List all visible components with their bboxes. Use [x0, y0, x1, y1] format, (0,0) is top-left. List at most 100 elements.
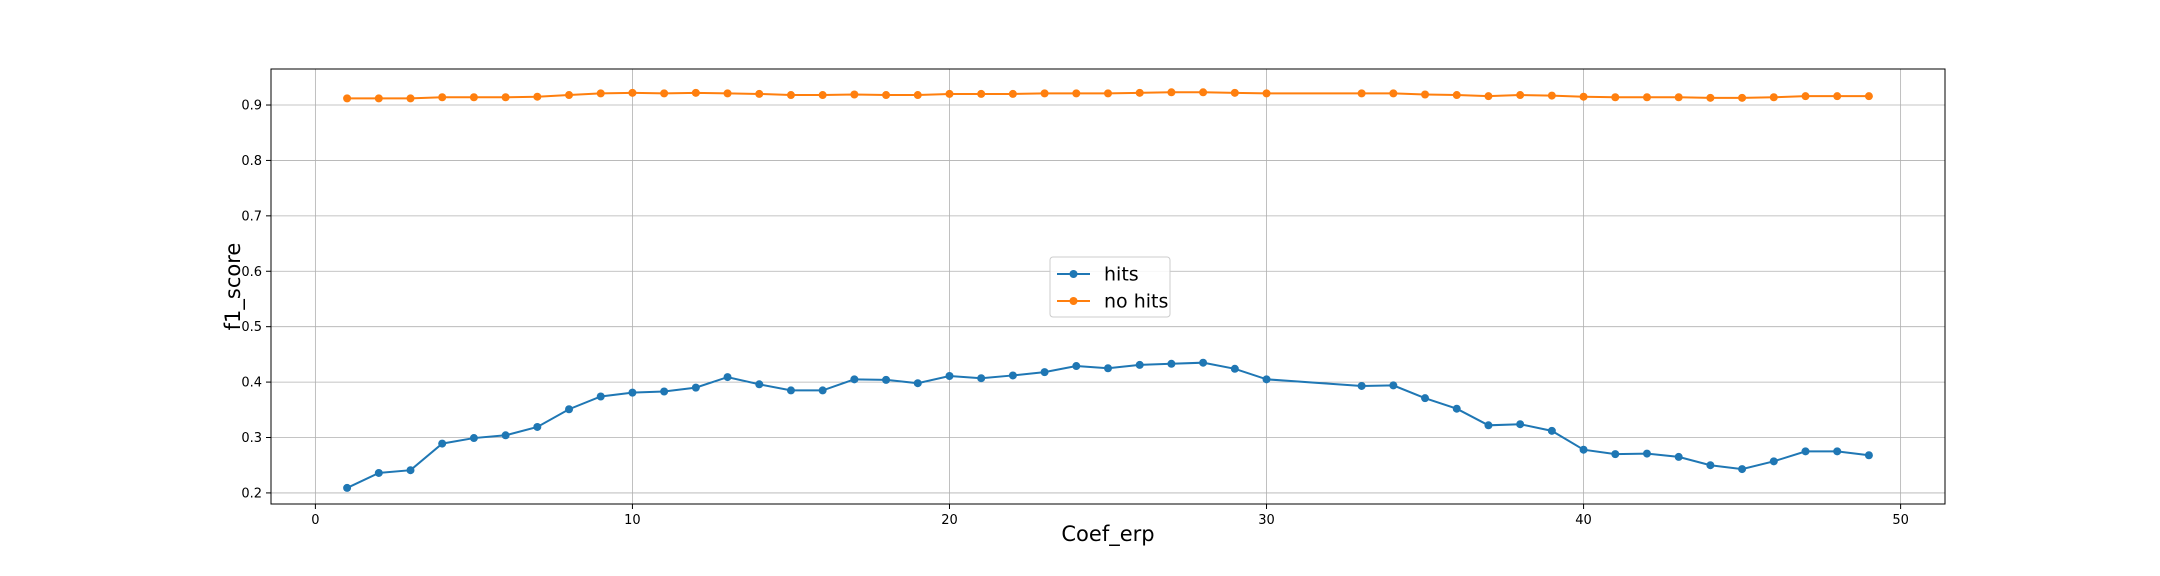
data-point: [755, 380, 764, 389]
data-point: [660, 387, 669, 396]
data-point: [1104, 89, 1112, 98]
y-tick-label: 0.5: [241, 320, 262, 335]
data-point: [1706, 93, 1715, 102]
data-point: [1072, 89, 1081, 98]
data-point: [1040, 368, 1049, 377]
data-point: [818, 386, 827, 395]
data-point: [1230, 364, 1239, 373]
data-point: [1864, 92, 1873, 101]
plot-frame: [270, 68, 1946, 505]
data-point: [533, 422, 542, 431]
data-point: [1199, 358, 1208, 367]
data-point: [1072, 362, 1081, 371]
data-point: [1547, 426, 1556, 435]
data-point: [1769, 457, 1778, 466]
data-point: [945, 89, 954, 98]
y-tick-label: 0.2: [241, 486, 262, 501]
data-point: [945, 371, 954, 380]
data-point: [1421, 90, 1430, 99]
data-point: [1389, 89, 1398, 98]
data-point: [1801, 447, 1810, 456]
y-tick-label: 0.6: [241, 265, 262, 280]
data-point: [1008, 89, 1017, 98]
data-point: [1008, 371, 1017, 380]
series-hits: [343, 358, 1873, 492]
data-point: [786, 386, 795, 395]
data-point: [1167, 359, 1176, 368]
data-point: [565, 91, 574, 100]
data-point: [1738, 93, 1747, 102]
data-point: [1864, 451, 1873, 460]
y-tick-label: 0.4: [241, 376, 262, 391]
data-point: [1642, 93, 1651, 102]
data-point: [691, 383, 700, 392]
data-point: [913, 91, 922, 100]
x-tick-label: 10: [624, 513, 641, 528]
data-point: [1769, 93, 1778, 102]
y-axis-label: f1_score: [221, 243, 246, 331]
data-point: [1738, 465, 1747, 474]
data-point: [1389, 381, 1398, 390]
legend: hits no hits: [1049, 256, 1171, 318]
data-point: [1833, 447, 1842, 456]
data-point: [1262, 375, 1271, 384]
data-point: [628, 388, 637, 397]
data-point: [1484, 421, 1493, 430]
data-point: [1579, 445, 1588, 454]
series-no-hits: [343, 88, 1873, 103]
data-point: [438, 93, 447, 102]
legend-label: no hits: [1104, 291, 1168, 313]
data-point: [374, 94, 383, 103]
data-point: [565, 405, 574, 414]
data-point: [1484, 92, 1493, 101]
data-point: [596, 89, 605, 98]
legend-item: hits: [1057, 264, 1139, 286]
data-point: [755, 89, 764, 98]
data-point: [628, 88, 637, 97]
data-point: [1801, 92, 1810, 101]
data-point: [1611, 93, 1620, 102]
data-point: [1262, 89, 1271, 98]
data-point: [469, 434, 478, 443]
legend-marker: [1069, 270, 1078, 278]
y-tick-label: 0.7: [241, 209, 262, 224]
data-point: [1357, 89, 1366, 98]
y-tick-label: 0.3: [241, 431, 262, 446]
data-point: [1642, 449, 1651, 458]
data-point: [1357, 381, 1366, 390]
series-layer: [343, 88, 1873, 492]
data-point: [882, 375, 891, 384]
data-point: [850, 375, 859, 384]
data-point: [1104, 364, 1112, 373]
data-point: [1516, 420, 1525, 429]
legend-item: no hits: [1057, 291, 1168, 313]
data-point: [374, 468, 383, 477]
data-point: [1516, 91, 1525, 100]
data-point: [1611, 450, 1620, 459]
y-tick-label: 0.9: [241, 99, 262, 114]
data-point: [977, 89, 986, 98]
data-point: [1040, 89, 1049, 98]
data-point: [977, 374, 986, 383]
data-point: [596, 392, 605, 401]
data-point: [1230, 88, 1239, 97]
x-tick-label: 40: [1575, 513, 1592, 528]
series-line: [346, 361, 1870, 489]
x-tick-label: 0: [311, 513, 319, 528]
data-point: [1135, 360, 1144, 369]
y-tick-label: 0.8: [241, 154, 262, 169]
data-point: [660, 89, 669, 98]
legend-label: hits: [1104, 264, 1139, 286]
data-point: [1674, 93, 1683, 102]
x-tick-label: 30: [1258, 513, 1275, 528]
data-point: [1833, 92, 1842, 101]
legend-marker: [1069, 297, 1078, 305]
data-point: [1452, 91, 1461, 100]
data-point: [1135, 88, 1144, 97]
data-point: [786, 91, 795, 100]
data-point: [501, 93, 510, 102]
data-point: [1421, 394, 1430, 403]
data-point: [850, 90, 859, 99]
ticks-layer: 0 10 20 30 40 50 0.2 0.3 0.4 0.5 0.6 0.7 0.8 0.9: [241, 99, 1909, 528]
